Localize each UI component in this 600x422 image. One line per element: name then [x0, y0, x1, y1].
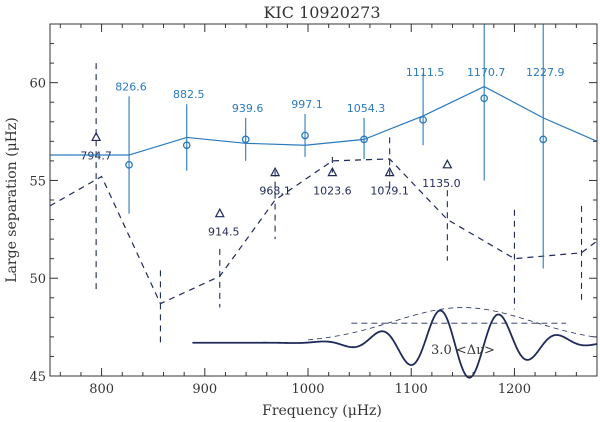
dark-triangle-marker [214, 207, 225, 218]
blue-point-label: 939.6 [232, 102, 264, 115]
dark-triangle-marker [442, 159, 453, 169]
dark-point-label: 1023.6 [313, 185, 352, 198]
axis-ticks: 800 900 1000 1100 1200 45 50 55 60 [29, 23, 598, 397]
blue-circle-marker [125, 160, 133, 169]
blue-point-label: 1111.5 [406, 66, 445, 79]
dark-triangle-marker [384, 166, 395, 177]
x-tick-label: 900 [192, 382, 217, 397]
y-tick-label: 60 [29, 77, 46, 92]
blue-point-label: 882.5 [173, 88, 205, 101]
blue-circle-marker [241, 135, 250, 144]
blue-circle-marker [360, 135, 368, 144]
dark-triangle-marker [270, 166, 281, 177]
inset-envelope [307, 307, 598, 341]
y-tick-label: 50 [29, 272, 46, 287]
blue-point-label: 826.6 [115, 80, 147, 93]
dark-point-label: 914.5 [208, 226, 240, 239]
y-tick-label: 45 [29, 370, 46, 385]
blue-point-label: 997.1 [291, 98, 323, 111]
inset-oscillation-signal [192, 309, 598, 379]
chart-title: KIC 10920273 [263, 3, 380, 22]
dark-point-label: 1135.0 [422, 177, 461, 190]
dark-triangle-marker [327, 166, 338, 177]
blue-point-label: 1170.7 [467, 66, 506, 79]
y-axis-label: Large separation (μHz) [4, 117, 20, 282]
x-axis-label: Frequency (μHz) [262, 403, 382, 419]
blue-point-label: 1227.9 [526, 66, 565, 79]
x-tick-label: 1100 [395, 382, 428, 397]
inset-oscillation [192, 307, 598, 379]
blue-circle-marker [480, 94, 489, 103]
inset-annotation: 3.0 <Δν> [431, 343, 495, 358]
blue-series-group: 826.6 882.5 939.6 997.1 1054.3 1111.5 1170.7 12… [50, 24, 598, 269]
blue-point-label: 1054.3 [347, 102, 386, 115]
blue-model-line [50, 85, 598, 156]
dark-triangle-marker [91, 131, 102, 142]
blue-circle-marker [539, 135, 548, 144]
dark-series-group: 794.7 914.5 968.1 1023.6 1079.1 1135.0 [49, 63, 598, 345]
dark-point-label: 794.7 [80, 149, 112, 162]
blue-circle-marker [182, 141, 191, 150]
y-tick-label: 55 [29, 174, 46, 189]
blue-circle-marker [301, 131, 309, 140]
dark-point-label: 968.1 [259, 185, 291, 198]
dark-point-label: 1079.1 [370, 185, 409, 198]
x-tick-label: 1000 [291, 382, 324, 397]
x-tick-label: 800 [89, 382, 114, 397]
blue-circle-marker [419, 115, 427, 124]
x-tick-label: 1200 [498, 382, 531, 397]
